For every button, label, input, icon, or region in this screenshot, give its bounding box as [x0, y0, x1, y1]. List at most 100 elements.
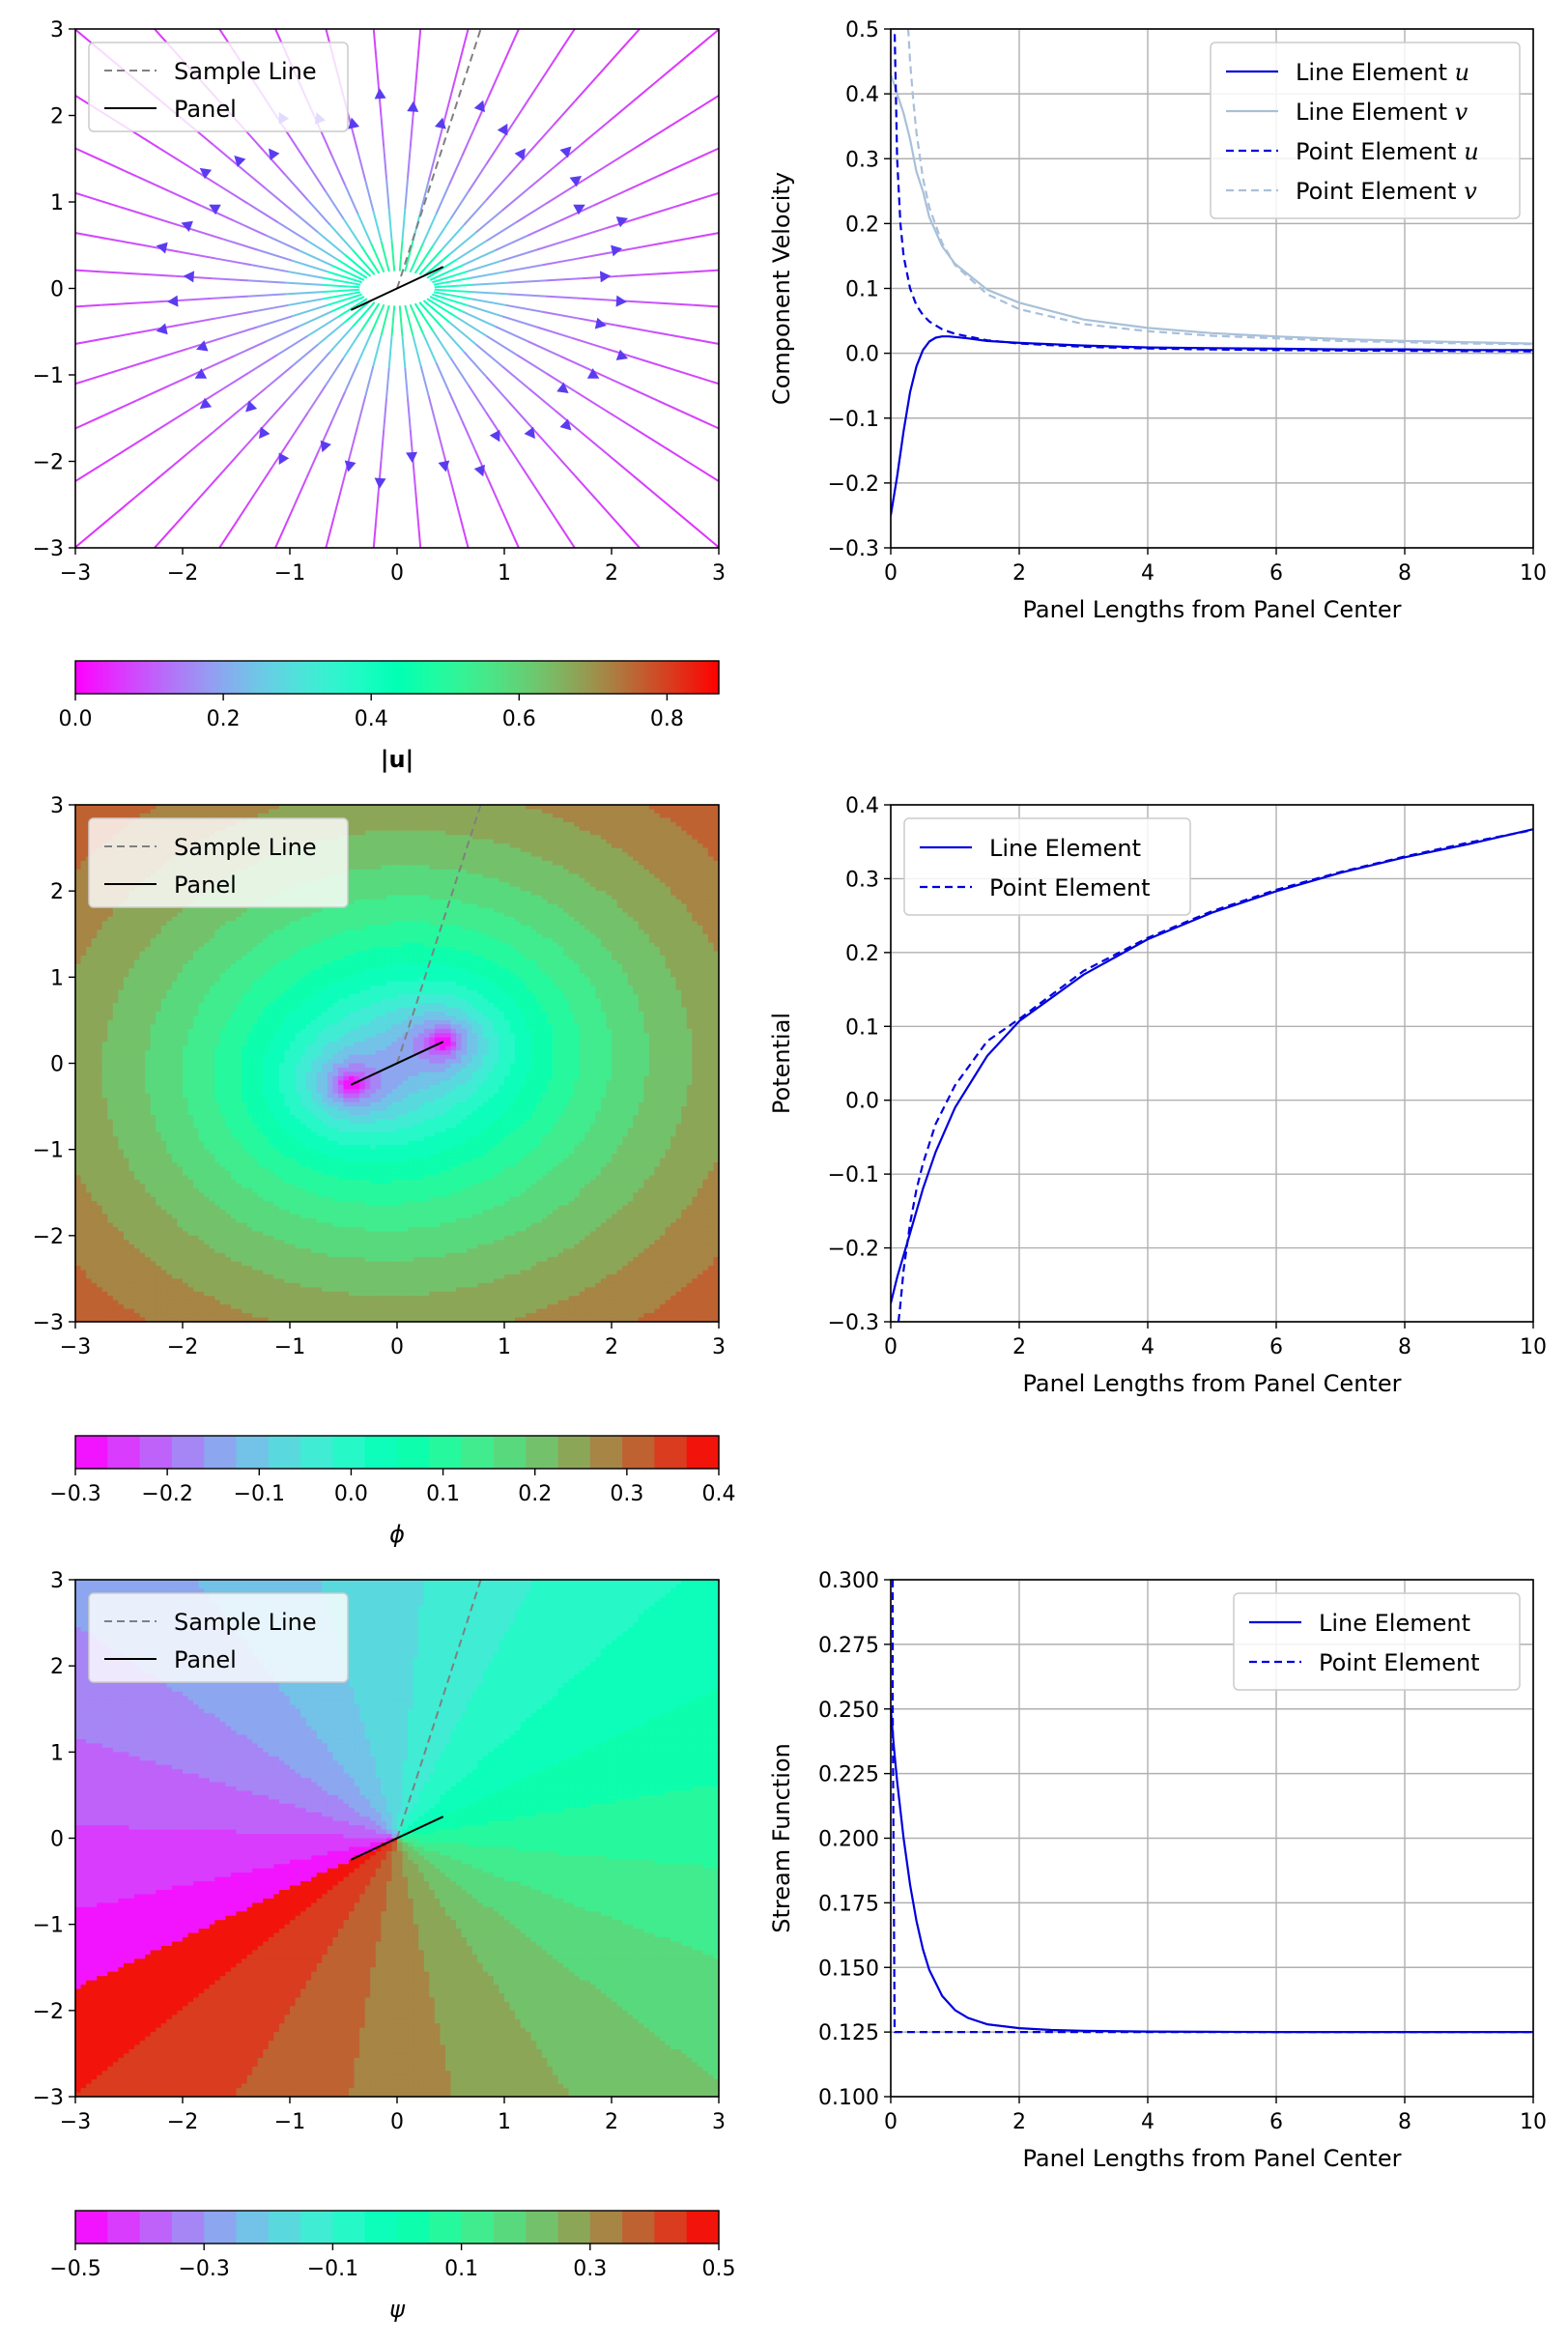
streamline [606, 453, 635, 477]
streamline-arrow [524, 426, 535, 440]
contour-cell [193, 809, 200, 815]
contour-cell [177, 1019, 184, 1025]
contour-cell [177, 1296, 184, 1301]
contour-cell [160, 1282, 167, 1288]
legend-label: Panel [174, 96, 237, 123]
streamline [664, 109, 696, 130]
contour-cell [219, 1317, 226, 1322]
contour-cell [86, 1115, 93, 1121]
contour-cell [134, 1019, 141, 1025]
contour-cell [204, 1059, 211, 1065]
contour-cell [242, 963, 248, 970]
contour-cell [204, 963, 211, 970]
streamline [467, 304, 502, 318]
contour-cell [101, 1015, 108, 1021]
contour-cell [209, 1106, 215, 1112]
contour-cell [230, 1131, 238, 1137]
contour-cell [193, 929, 200, 935]
contour-cell [101, 1304, 108, 1310]
contour-cell [101, 1252, 108, 1258]
contour-cell [86, 1266, 93, 1272]
contour-cell [139, 1257, 146, 1263]
contour-cell [198, 912, 205, 918]
contour-cell [198, 1072, 205, 1077]
contour-cell [225, 916, 232, 922]
contour-cell [204, 1266, 211, 1272]
contour-cell [86, 1201, 93, 1207]
contour-cell [150, 1308, 157, 1314]
colorbar-segment [470, 661, 475, 694]
contour-cell [145, 1313, 152, 1319]
contour-cell [97, 986, 103, 991]
contour-cell [134, 1235, 141, 1241]
contour-cell [112, 1106, 119, 1112]
contour-cell [214, 1140, 221, 1146]
contour-cell [214, 1218, 221, 1224]
contour-cell [171, 1214, 179, 1219]
contour-cell [257, 805, 264, 811]
contour-cell [107, 947, 114, 953]
contour-cell [112, 1192, 119, 1198]
contour-cell [242, 1210, 248, 1215]
contour-cell [171, 1184, 179, 1189]
contour-cell [75, 1119, 82, 1125]
contour-cell [198, 1067, 205, 1073]
colorbar-segment [158, 661, 163, 694]
contour-cell [134, 1222, 141, 1228]
contour-cell [97, 956, 103, 961]
contour-cell [230, 925, 238, 930]
contour-cell [134, 1158, 141, 1163]
contour-cell [118, 1003, 125, 1009]
contour-cell [118, 951, 125, 957]
contour-cell [252, 813, 259, 818]
contour-cell [112, 1037, 119, 1043]
contour-cell [123, 1140, 130, 1146]
contour-cell [236, 1218, 242, 1224]
contour-cell [198, 1304, 205, 1310]
contour-cell [183, 994, 189, 1000]
streamline-arrow [199, 167, 213, 180]
contour-cell [183, 1123, 189, 1129]
contour-cell [91, 1045, 98, 1051]
contour-cell [150, 916, 157, 922]
contour-cell [214, 805, 221, 811]
contour-cell [123, 1184, 130, 1189]
contour-cell [242, 972, 248, 978]
streamline [485, 412, 505, 441]
contour-cell [150, 1037, 157, 1043]
streamline [435, 426, 446, 457]
contour-cell [171, 1257, 179, 1263]
streamline [527, 219, 561, 237]
contour-cell [123, 921, 130, 927]
contour-cell [177, 994, 184, 1000]
contour-cell [246, 805, 253, 811]
contour-cell [209, 809, 215, 815]
contour-cell [145, 1205, 152, 1211]
streamline [724, 484, 754, 502]
contour-cell [230, 1214, 238, 1219]
contour-cell [118, 977, 125, 983]
contour-cell [123, 994, 130, 1000]
contour-cell [160, 1296, 167, 1301]
contour-cell [166, 1257, 173, 1263]
contour-cell [204, 1115, 211, 1121]
contour-cell [75, 1170, 82, 1177]
contour-cell [139, 1098, 146, 1103]
contour-cell [242, 1291, 248, 1297]
contour-cell [156, 1231, 162, 1237]
streamline [0, 460, 6, 474]
contour-cell [193, 981, 200, 986]
contour-cell [80, 977, 87, 983]
contour-cell [187, 1278, 194, 1284]
contour-cell [112, 1304, 119, 1310]
contour-cell [183, 1261, 189, 1267]
contour-cell [246, 1050, 253, 1056]
contour-cell [145, 1308, 152, 1314]
contour-cell [107, 1110, 114, 1116]
contour-cell [128, 1240, 135, 1245]
contour-cell [118, 956, 125, 961]
contour-cell [187, 1240, 194, 1245]
streamline [418, 248, 443, 275]
contour-cell [219, 1106, 226, 1112]
